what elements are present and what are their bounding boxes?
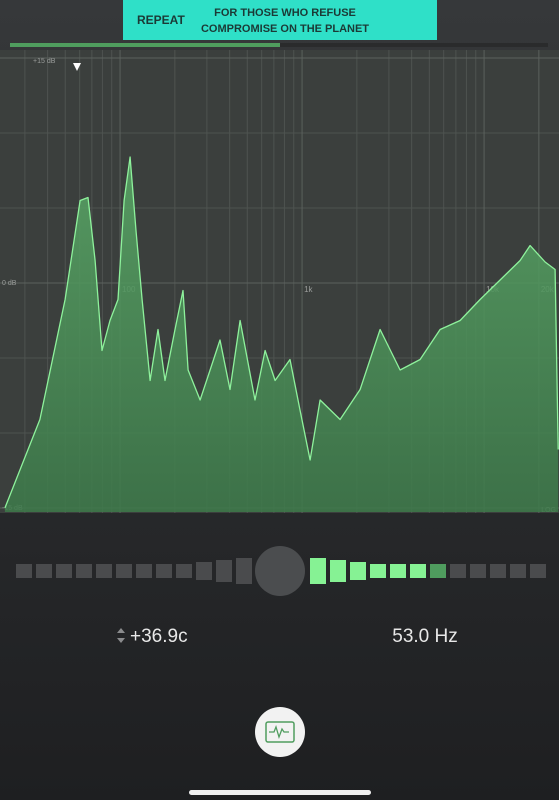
- cents-arrows: [117, 628, 125, 643]
- meter-segment: [470, 564, 486, 578]
- meter-segment: [310, 558, 326, 584]
- meter-segment: [430, 564, 446, 578]
- meter-segment: [176, 564, 192, 578]
- ad-text: FOR THOSE WHO REFUSE: [214, 7, 356, 19]
- tuning-meter: [16, 558, 546, 584]
- pitch-marker: [72, 63, 81, 71]
- spectrum-line: [4, 156, 559, 509]
- meter-segment: [350, 562, 366, 580]
- meter-segment: [490, 564, 506, 578]
- progress-bar: [10, 43, 280, 47]
- ad-brand: REPEAT: [137, 13, 185, 27]
- button-icon: [269, 725, 289, 740]
- meter-segment: [216, 560, 232, 582]
- meter-segment: [136, 564, 152, 578]
- y-tick-label: 0 dB: [2, 280, 17, 287]
- meter-segment: [390, 564, 406, 578]
- meter-center: [255, 546, 305, 596]
- ad-text: COMPROMISE ON THE PLANET: [201, 23, 369, 35]
- x-tick-label: 1k: [304, 285, 313, 294]
- meter-segment: [116, 564, 132, 578]
- meter-segment: [36, 564, 52, 578]
- spectrum-button[interactable]: [255, 707, 305, 757]
- spectrum-area: [4, 157, 559, 512]
- meter-segment: [370, 564, 386, 578]
- meter-segment: [330, 560, 346, 582]
- home-indicator: [189, 790, 371, 795]
- meter-segment: [96, 564, 112, 578]
- y-tick-label: +15 dB: [33, 58, 56, 65]
- progress-track: [280, 43, 548, 47]
- meter-segment: [156, 564, 172, 578]
- meter-segment: [76, 564, 92, 578]
- spectrum: 1001k10k20k+15 dB0 dB-15 dBLOG: [0, 50, 559, 514]
- frequency-readout: 53.0 Hz: [392, 626, 457, 647]
- ad-banner[interactable]: [123, 0, 437, 40]
- meter-segment: [236, 558, 252, 584]
- meter-segment: [530, 564, 546, 578]
- meter-segment: [196, 562, 212, 580]
- cents-readout: +36.9c: [130, 626, 188, 647]
- meter-segment: [410, 564, 426, 578]
- button-icon: [265, 721, 295, 743]
- meter-segment: [16, 564, 32, 578]
- meter-segment: [450, 564, 466, 578]
- meter-segment: [510, 564, 526, 578]
- meter-segment: [56, 564, 72, 578]
